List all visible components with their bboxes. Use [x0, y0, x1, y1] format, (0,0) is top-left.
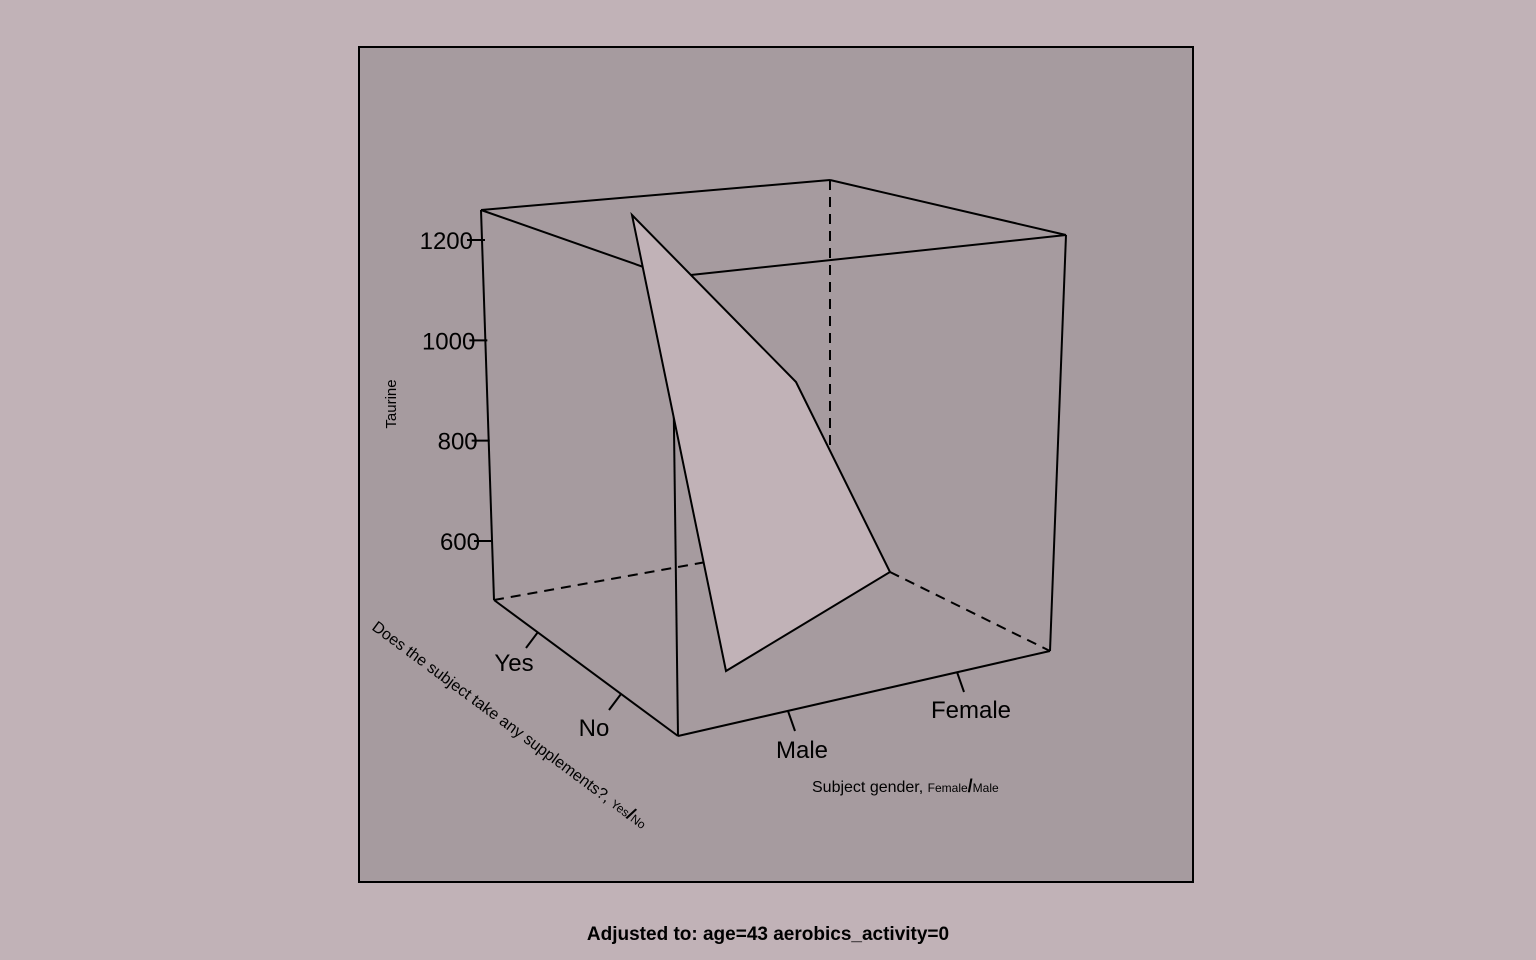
box-edge-top-1 [480, 179, 831, 211]
supplements-tick-no [608, 693, 622, 711]
box-edge-top-3 [671, 234, 1067, 278]
z-axis-label: Taurine [383, 379, 400, 428]
gender-axis-label-main: Subject gender, [812, 779, 928, 796]
box-edge-top-4 [480, 209, 673, 278]
gender-tick-label-male: Male [776, 737, 828, 764]
z-tick-label-800: 800 [438, 429, 478, 456]
gender-axis-label: Subject gender, Female/Male [812, 776, 999, 796]
box-edge-bottom-front [677, 650, 1051, 737]
surface-polygon [630, 211, 892, 673]
gender-axis [787, 671, 965, 732]
gender-axis-label-level-1: Female [928, 781, 968, 795]
supplements-tick-yes [525, 631, 539, 649]
gender-tick-label-female: Female [931, 697, 1011, 724]
z-tick-label-600: 600 [440, 529, 480, 556]
supplements-tick-label-yes: Yes [494, 650, 533, 677]
z-axis [467, 239, 492, 542]
box-edge-right-vertical [1049, 234, 1067, 652]
supplements-axis [525, 631, 622, 711]
z-tick-label-1200: 1200 [420, 228, 473, 255]
gender-axis-label-level-2: Male [973, 781, 999, 795]
box-edge-top-2 [829, 179, 1067, 236]
z-tick-label-1000: 1000 [422, 328, 475, 355]
box-edge-left-vertical [480, 209, 495, 601]
box-hidden-edges [493, 180, 1051, 652]
adjusted-note: Adjusted to: age=43 aerobics_activity=0 [586, 924, 950, 945]
gender-tick-male [787, 710, 796, 732]
supplements-tick-label-no: No [579, 715, 610, 742]
gender-tick-female [956, 671, 965, 693]
gender-axis-label-slash: / [968, 776, 973, 796]
box-edge-back-left [493, 561, 707, 601]
box-edge-back-right [889, 571, 1051, 652]
box-visible-edges [480, 179, 1067, 737]
box-edge-bottom-left [493, 599, 679, 737]
